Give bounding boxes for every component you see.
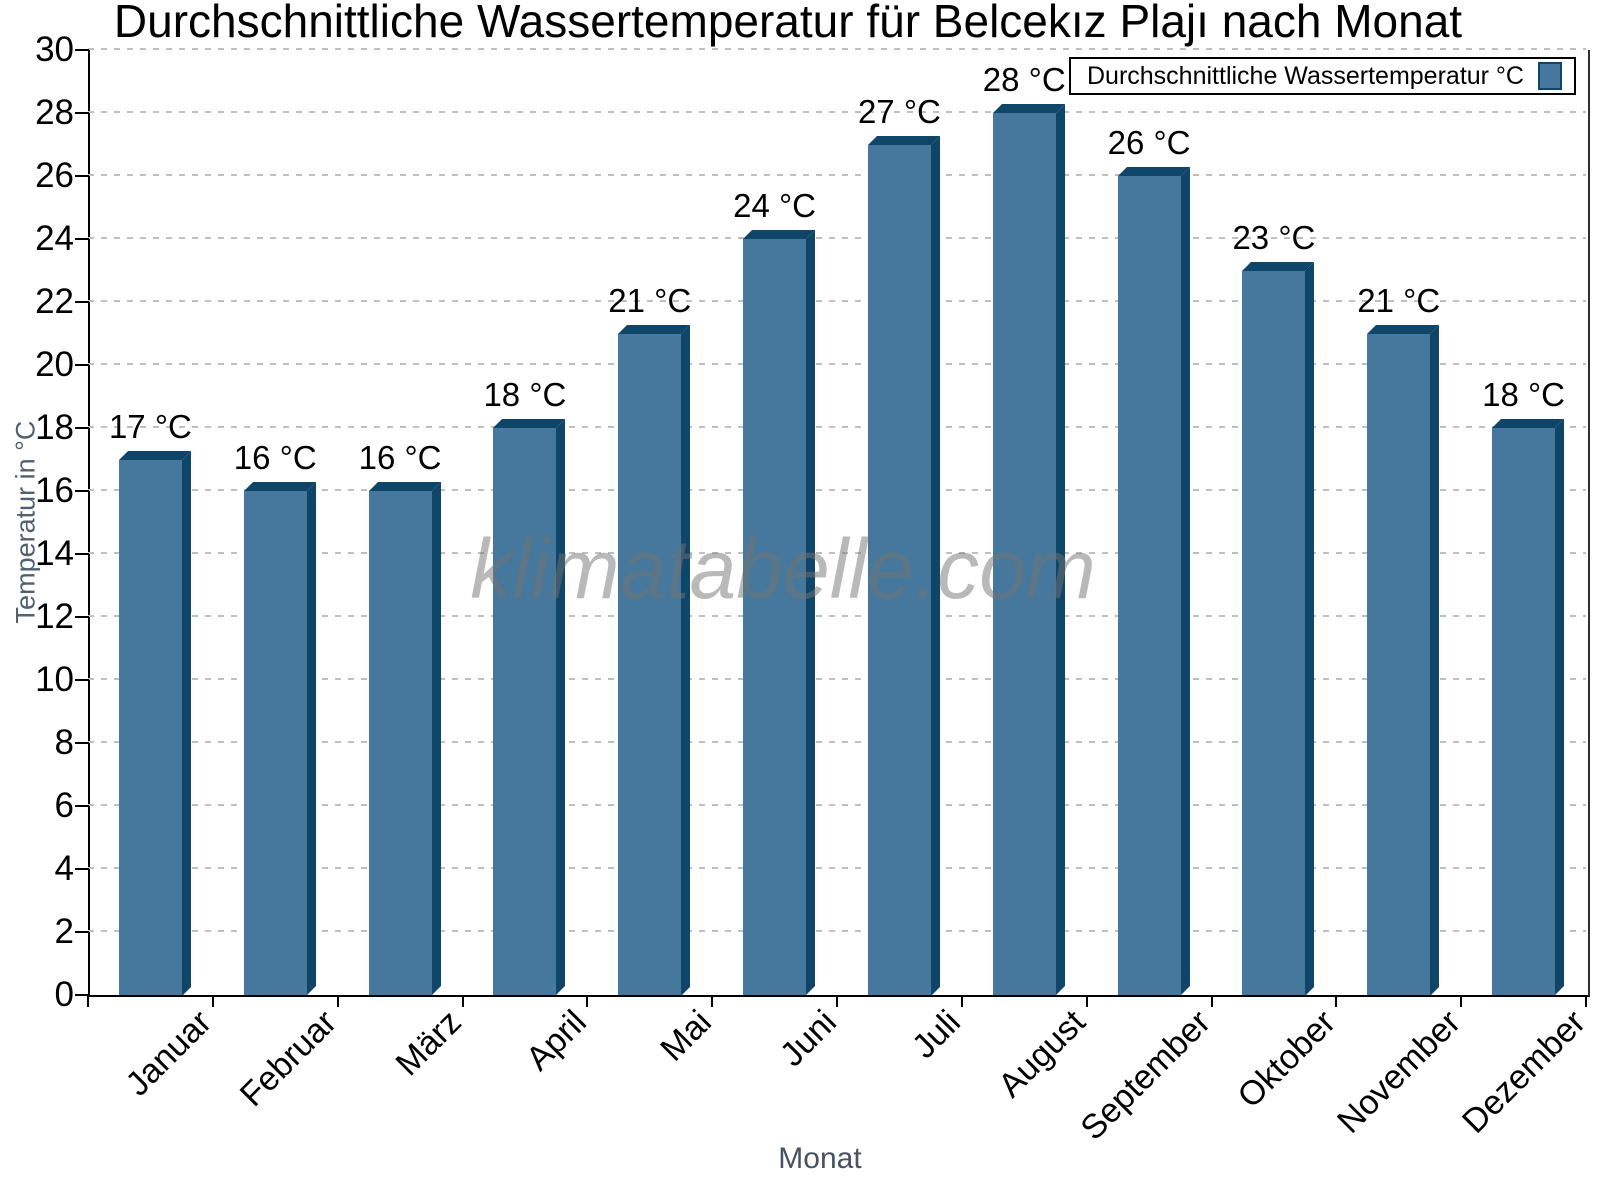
gridline	[88, 489, 1586, 491]
bar-september	[1117, 176, 1181, 995]
bar-mai	[618, 333, 682, 995]
legend-label: Durchschnittliche Wassertemperatur °C	[1087, 61, 1524, 90]
bar-value-label: 28 °C	[982, 61, 1066, 98]
x-axis-title: Monat	[778, 1142, 862, 1175]
plot-area	[88, 50, 1590, 997]
y-tick-label: 14	[35, 534, 74, 573]
gridline	[88, 804, 1586, 806]
bar-value-label: 21 °C	[1357, 281, 1441, 319]
y-tick	[75, 616, 89, 618]
y-tick	[75, 112, 89, 114]
y-tick	[75, 364, 89, 366]
y-tick	[75, 679, 89, 681]
y-tick-label: 8	[54, 723, 74, 762]
y-tick-label: 18	[35, 408, 74, 447]
bar-value-label: 16 °C	[358, 439, 442, 476]
legend: Durchschnittliche Wassertemperatur °C	[1069, 57, 1576, 95]
bar-juli	[867, 144, 931, 995]
y-tick-label: 28	[35, 93, 74, 132]
y-tick	[75, 931, 89, 933]
x-tick	[1210, 995, 1213, 1007]
x-tick	[336, 995, 339, 1007]
bar-april	[493, 428, 557, 995]
chart-title: Durchschnittliche Wassertemperatur für B…	[113, 0, 1463, 47]
gridline	[88, 615, 1586, 617]
gridline	[88, 930, 1586, 932]
gridline	[88, 111, 1586, 113]
y-tick	[75, 742, 89, 744]
gridline	[88, 363, 1586, 365]
x-tick	[1335, 995, 1338, 1007]
y-tick	[75, 994, 89, 996]
bar-januar	[118, 459, 182, 995]
x-tick	[211, 995, 214, 1007]
y-tick	[75, 238, 89, 240]
y-tick	[75, 175, 89, 177]
y-tick	[75, 805, 89, 807]
gridline	[88, 174, 1586, 176]
gridline	[88, 48, 1586, 50]
bar-dezember	[1492, 428, 1556, 995]
y-tick-label: 6	[54, 786, 74, 825]
gridline	[88, 741, 1586, 743]
y-tick-label: 24	[35, 219, 74, 258]
gridline	[88, 237, 1586, 239]
bar-märz	[368, 491, 432, 995]
bar-value-label: 21 °C	[608, 281, 692, 319]
y-tick-label: 4	[54, 849, 74, 888]
bar-value-label: 18 °C	[1482, 376, 1566, 413]
x-tick	[87, 995, 89, 1007]
x-tick	[1460, 995, 1463, 1007]
watermark: klimatabelle.com	[470, 522, 1096, 616]
bar-value-label: 26 °C	[1107, 124, 1191, 161]
x-tick	[960, 995, 963, 1007]
bar-value-label: 24 °C	[733, 187, 817, 224]
y-tick-label: 20	[35, 345, 74, 384]
y-tick	[75, 553, 89, 555]
gridline	[88, 300, 1586, 302]
y-tick	[75, 427, 89, 429]
y-tick	[75, 490, 89, 492]
bar-value-label: 16 °C	[233, 439, 317, 476]
bar-november	[1367, 333, 1431, 995]
y-tick-label: 26	[35, 156, 74, 195]
bar-value-label: 17 °C	[108, 407, 192, 445]
y-tick	[75, 301, 89, 303]
bar-oktober	[1242, 270, 1306, 995]
gridline	[88, 426, 1586, 428]
x-tick	[711, 995, 714, 1007]
x-tick	[1585, 995, 1587, 1007]
legend-swatch-icon	[1538, 62, 1562, 90]
gridline	[88, 552, 1586, 554]
bar-februar	[243, 491, 307, 995]
y-tick	[75, 49, 89, 51]
bar-value-label: 23 °C	[1232, 218, 1316, 256]
gridline	[88, 867, 1586, 869]
bar-value-label: 18 °C	[483, 376, 567, 413]
y-tick-label: 16	[35, 471, 74, 510]
x-tick	[586, 995, 589, 1007]
y-tick	[75, 868, 89, 870]
bar-august	[992, 113, 1056, 995]
y-tick-label: 2	[54, 912, 74, 951]
bar-juni	[743, 239, 807, 995]
y-tick-label: 22	[35, 282, 74, 321]
x-tick	[1085, 995, 1088, 1007]
bar-value-label: 27 °C	[857, 92, 941, 130]
y-tick-label: 12	[35, 597, 74, 636]
y-tick-label: 30	[35, 30, 74, 69]
x-tick	[836, 995, 838, 1007]
y-tick-label: 0	[54, 975, 74, 1014]
y-tick-label: 10	[35, 660, 74, 699]
gridline	[88, 678, 1586, 680]
x-tick	[461, 995, 464, 1007]
